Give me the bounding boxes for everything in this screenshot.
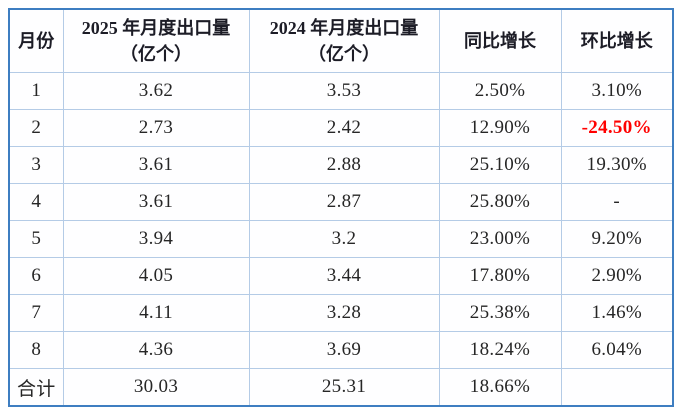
month-cell: 6 xyxy=(8,257,64,295)
yoy-growth-cell: 25.38% xyxy=(438,294,562,332)
month-cell: 4 xyxy=(8,183,64,221)
export-2025-cell: 3.61 xyxy=(62,146,250,184)
mom-growth-cell: 9.20% xyxy=(560,220,674,258)
yoy-growth-cell: 25.10% xyxy=(438,146,562,184)
yoy-growth-cell: 23.00% xyxy=(438,220,562,258)
yoy-growth-cell: 17.80% xyxy=(438,257,562,295)
export-2024-cell: 2.88 xyxy=(248,146,440,184)
header-row: 月份 2025 年月度出口量 （亿个） 2024 年月度出口量 （亿个） 同比增… xyxy=(8,8,674,73)
mom-growth-cell: - xyxy=(560,183,674,221)
mom-growth-cell: 6.04% xyxy=(560,331,674,369)
yoy-growth-cell: 18.66% xyxy=(438,368,562,407)
export-2024-cell: 25.31 xyxy=(248,368,440,407)
yoy-growth-cell: 25.80% xyxy=(438,183,562,221)
mom-growth-cell: -24.50% xyxy=(560,109,674,147)
table-row: 5 3.94 3.2 23.00% 9.20% xyxy=(8,220,674,258)
export-2025-cell: 4.36 xyxy=(62,331,250,369)
yoy-growth-cell: 12.90% xyxy=(438,109,562,147)
export-2024-cell: 2.42 xyxy=(248,109,440,147)
col-header-yoy-growth-label: 同比增长 xyxy=(464,31,536,51)
col-header-export-2025: 2025 年月度出口量 （亿个） xyxy=(62,8,250,73)
col-header-export-2025-label: 2025 年月度出口量 xyxy=(81,18,231,38)
table-row: 6 4.05 3.44 17.80% 2.90% xyxy=(8,257,674,295)
table-row: 3 3.61 2.88 25.10% 19.30% xyxy=(8,146,674,184)
export-2024-cell: 3.28 xyxy=(248,294,440,332)
col-header-month-label: 月份 xyxy=(18,31,55,51)
monthly-export-table: 月份 2025 年月度出口量 （亿个） 2024 年月度出口量 （亿个） 同比增… xyxy=(8,8,674,407)
month-cell: 1 xyxy=(8,72,64,110)
mom-growth-cell xyxy=(560,368,674,407)
month-cell: 2 xyxy=(8,109,64,147)
table-row: 4 3.61 2.87 25.80% - xyxy=(8,183,674,221)
mom-growth-cell: 3.10% xyxy=(560,72,674,110)
col-header-export-2024-label: 2024 年月度出口量 xyxy=(269,18,419,38)
month-cell: 5 xyxy=(8,220,64,258)
table-row: 8 4.36 3.69 18.24% 6.04% xyxy=(8,331,674,369)
export-2025-cell: 2.73 xyxy=(62,109,250,147)
table-body: 1 3.62 3.53 2.50% 3.10% 2 2.73 2.42 12.90% -24.50… xyxy=(8,72,674,407)
export-2024-cell: 2.87 xyxy=(248,183,440,221)
mom-growth-cell: 19.30% xyxy=(560,146,674,184)
export-2025-cell: 4.05 xyxy=(62,257,250,295)
col-header-mom-growth: 环比增长 xyxy=(560,8,674,73)
mom-growth-cell: 1.46% xyxy=(560,294,674,332)
col-header-yoy-growth: 同比增长 xyxy=(438,8,562,73)
table-row: 2 2.73 2.42 12.90% -24.50% xyxy=(8,109,674,147)
mom-growth-cell: 2.90% xyxy=(560,257,674,295)
table-row: 1 3.62 3.53 2.50% 3.10% xyxy=(8,72,674,110)
month-cell: 7 xyxy=(8,294,64,332)
table-row: 7 4.11 3.28 25.38% 1.46% xyxy=(8,294,674,332)
col-header-export-2024: 2024 年月度出口量 （亿个） xyxy=(248,8,440,73)
export-2024-cell: 3.2 xyxy=(248,220,440,258)
yoy-growth-cell: 18.24% xyxy=(438,331,562,369)
export-2024-cell: 3.53 xyxy=(248,72,440,110)
col-header-month: 月份 xyxy=(8,8,64,73)
export-2025-cell: 3.62 xyxy=(62,72,250,110)
export-2024-cell: 3.44 xyxy=(248,257,440,295)
month-cell: 8 xyxy=(8,331,64,369)
export-2025-cell: 30.03 xyxy=(62,368,250,407)
month-cell: 3 xyxy=(8,146,64,184)
month-cell: 合计 xyxy=(8,368,64,407)
col-header-export-2024-unit: （亿个） xyxy=(308,44,380,64)
total-row: 合计 30.03 25.31 18.66% xyxy=(8,368,674,407)
export-2025-cell: 3.61 xyxy=(62,183,250,221)
col-header-mom-growth-label: 环比增长 xyxy=(580,31,653,51)
export-2024-cell: 3.69 xyxy=(248,331,440,369)
export-2025-cell: 4.11 xyxy=(62,294,250,332)
yoy-growth-cell: 2.50% xyxy=(438,72,562,110)
col-header-export-2025-unit: （亿个） xyxy=(120,44,192,64)
export-2025-cell: 3.94 xyxy=(62,220,250,258)
